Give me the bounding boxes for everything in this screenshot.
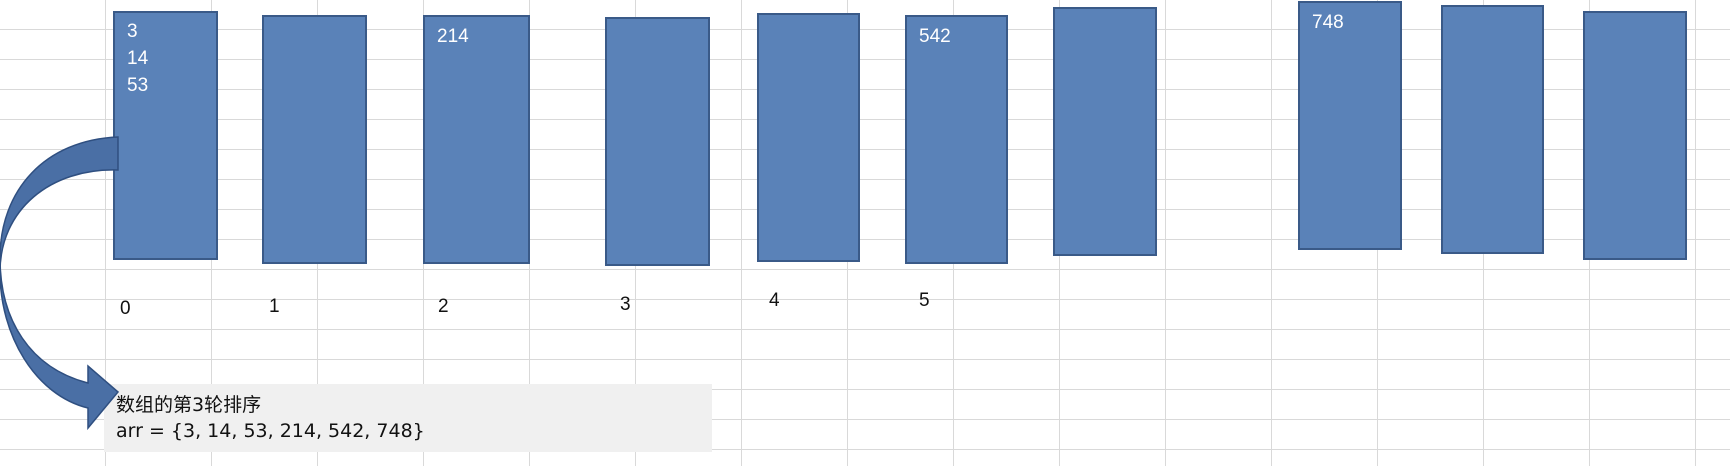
result-note: 数组的第3轮排序 arr = {3, 14, 53, 214, 542, 748… [104, 384, 712, 452]
bucket-8 [1441, 5, 1544, 254]
bucket-index-0: 0 [120, 298, 131, 319]
bucket-5: 542 [905, 15, 1008, 264]
bucket-5-value-0: 542 [919, 26, 951, 47]
bucket-index-5: 5 [919, 290, 930, 311]
bucket-9 [1583, 11, 1687, 260]
bucket-index-1: 1 [269, 296, 280, 317]
bucket-1 [262, 15, 367, 264]
bucket-index-4: 4 [769, 290, 780, 311]
bucket-index-2: 2 [438, 296, 449, 317]
bucket-3 [605, 17, 710, 266]
bucket-7-value-0: 748 [1312, 12, 1344, 33]
bucket-0-value-0: 3 [127, 21, 138, 42]
bucket-4 [757, 13, 860, 262]
bucket-0-value-1: 14 [127, 48, 149, 69]
bucket-index-3: 3 [620, 294, 631, 315]
bucket-0: 3 14 53 [113, 11, 218, 260]
bucket-7: 748 [1298, 1, 1402, 250]
bucket-0-value-2: 53 [127, 75, 149, 96]
bucket-2: 214 [423, 15, 530, 264]
bucket-6 [1053, 7, 1157, 256]
note-array-text: arr = {3, 14, 53, 214, 542, 748} [116, 420, 425, 442]
note-title: 数组的第3轮排序 [116, 394, 262, 416]
bucket-2-value-0: 214 [437, 26, 469, 47]
